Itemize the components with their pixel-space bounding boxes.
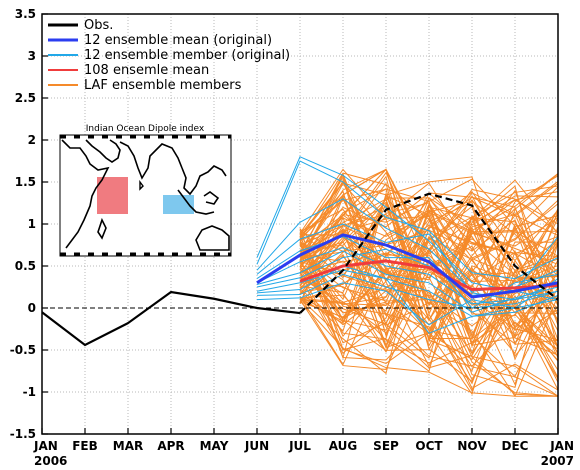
laf-member-line [299,206,559,307]
x-tick-label: APR [157,439,184,453]
laf-member-line [299,243,559,386]
laf-member-line [299,230,559,370]
x-tick-label: JUN [244,439,269,453]
laf-member-line [299,237,559,309]
x-tick-label: AUG [329,439,358,453]
x-tick-label: JAN [549,439,574,453]
x-tick-label: MAY [200,439,229,453]
x-tick-label: MAR [113,439,143,453]
y-tick-label: -0.5 [10,343,36,357]
laf-member-line [299,195,559,279]
ensemble-member-line [256,250,559,313]
inset-tick-marks [60,135,231,256]
laf-member-line [299,215,559,372]
coastline-southeast-asia [181,165,227,196]
coastline-sri-lanka [139,179,144,191]
obs-line-dashed [299,192,559,314]
x-tick-year-label: 2007 [541,454,574,468]
obs-line [41,290,301,347]
ensemble-member-line [256,282,559,326]
legend-label: 108 ensemle mean [84,63,209,78]
inset-map: Indian Ocean Dipole index [59,124,232,257]
y-tick-label: -1 [23,385,36,399]
legend-label: 12 ensemble member (original) [84,48,290,63]
ensemble-member-line [256,265,559,334]
legend-label: LAF ensemble members [84,78,242,93]
y-tick-label: 0.5 [15,259,36,273]
laf-member-line [299,168,559,288]
laf-member-line [299,179,559,368]
west-box [97,177,128,214]
laf-member-line [299,206,559,351]
coastline-india [119,141,183,180]
legend: Obs.12 ensemble mean (original)12 ensemb… [48,18,290,93]
axis-ticks [41,13,559,435]
laf-member-line [299,183,559,350]
y-tick-label: 1 [28,217,36,231]
laf-member-line [299,261,559,397]
laf-member-line [299,196,559,310]
laf-member-line [299,226,559,348]
laf-member-line [299,240,559,367]
laf-member-line [299,236,559,355]
y-tick-label: -1.5 [10,427,36,441]
laf-member-line [299,182,559,299]
laf-member-line [299,168,559,257]
inset-title: Indian Ocean Dipole index [86,124,205,134]
coastline-madagascar [97,217,107,240]
x-tick-label: OCT [415,439,443,453]
y-tick-label: 2 [28,133,36,147]
laf-member-line [299,178,559,316]
ensemble-12-members [256,156,559,334]
laf-member-line [299,182,559,306]
coastline-africa [61,139,110,249]
coastline-australia [195,225,230,251]
laf-ensemble-members [299,168,559,397]
inset-frame [59,134,232,257]
laf-member-line [299,203,559,375]
ensemble-member-line [256,269,559,317]
x-tick-label: NOV [457,439,487,453]
laf-member-line [299,249,559,303]
laf-member-line [299,237,559,381]
laf-member-line [299,168,559,341]
laf-member-line [299,241,559,372]
legend-label: 12 ensemble mean (original) [84,33,272,48]
laf-member-line [299,186,559,354]
x-tick-label: SEP [373,439,399,453]
y-tick-label: 2.5 [15,91,36,105]
ensemble-member-line [256,160,559,280]
laf-member-line [299,173,559,340]
mean-108-line [299,259,559,292]
y-tick-label: 0 [28,301,36,315]
laf-member-line [299,258,559,350]
y-tick-label: 3.5 [15,7,36,21]
coastline-arabia [85,139,121,163]
main-series [41,192,559,347]
y-tick-label: 3 [28,49,36,63]
legend-label: Obs. [84,18,113,33]
laf-member-line [299,201,559,385]
x-tick-label: FEB [72,439,98,453]
laf-member-line [299,190,559,337]
laf-member-line [299,185,559,359]
y-tick-labels: -1.5 -1 -0.5 0 0.5 1 1.5 2 2.5 3 3.5 [10,7,36,441]
laf-member-line [299,202,559,322]
laf-member-line [299,188,559,397]
coastline-indonesia [177,189,220,215]
x-tick-label: JAN [33,439,58,453]
ensemble-member-line [256,223,559,301]
ensemble-12-mean-line [256,233,559,299]
ensemble-member-line [256,273,559,309]
x-tick-label: DEC [502,439,529,453]
y-tick-label: 1.5 [15,175,36,189]
laf-member-line [299,218,559,337]
x-tick-year-label: 2006 [34,454,67,468]
x-tick-label: JUL [288,439,311,453]
